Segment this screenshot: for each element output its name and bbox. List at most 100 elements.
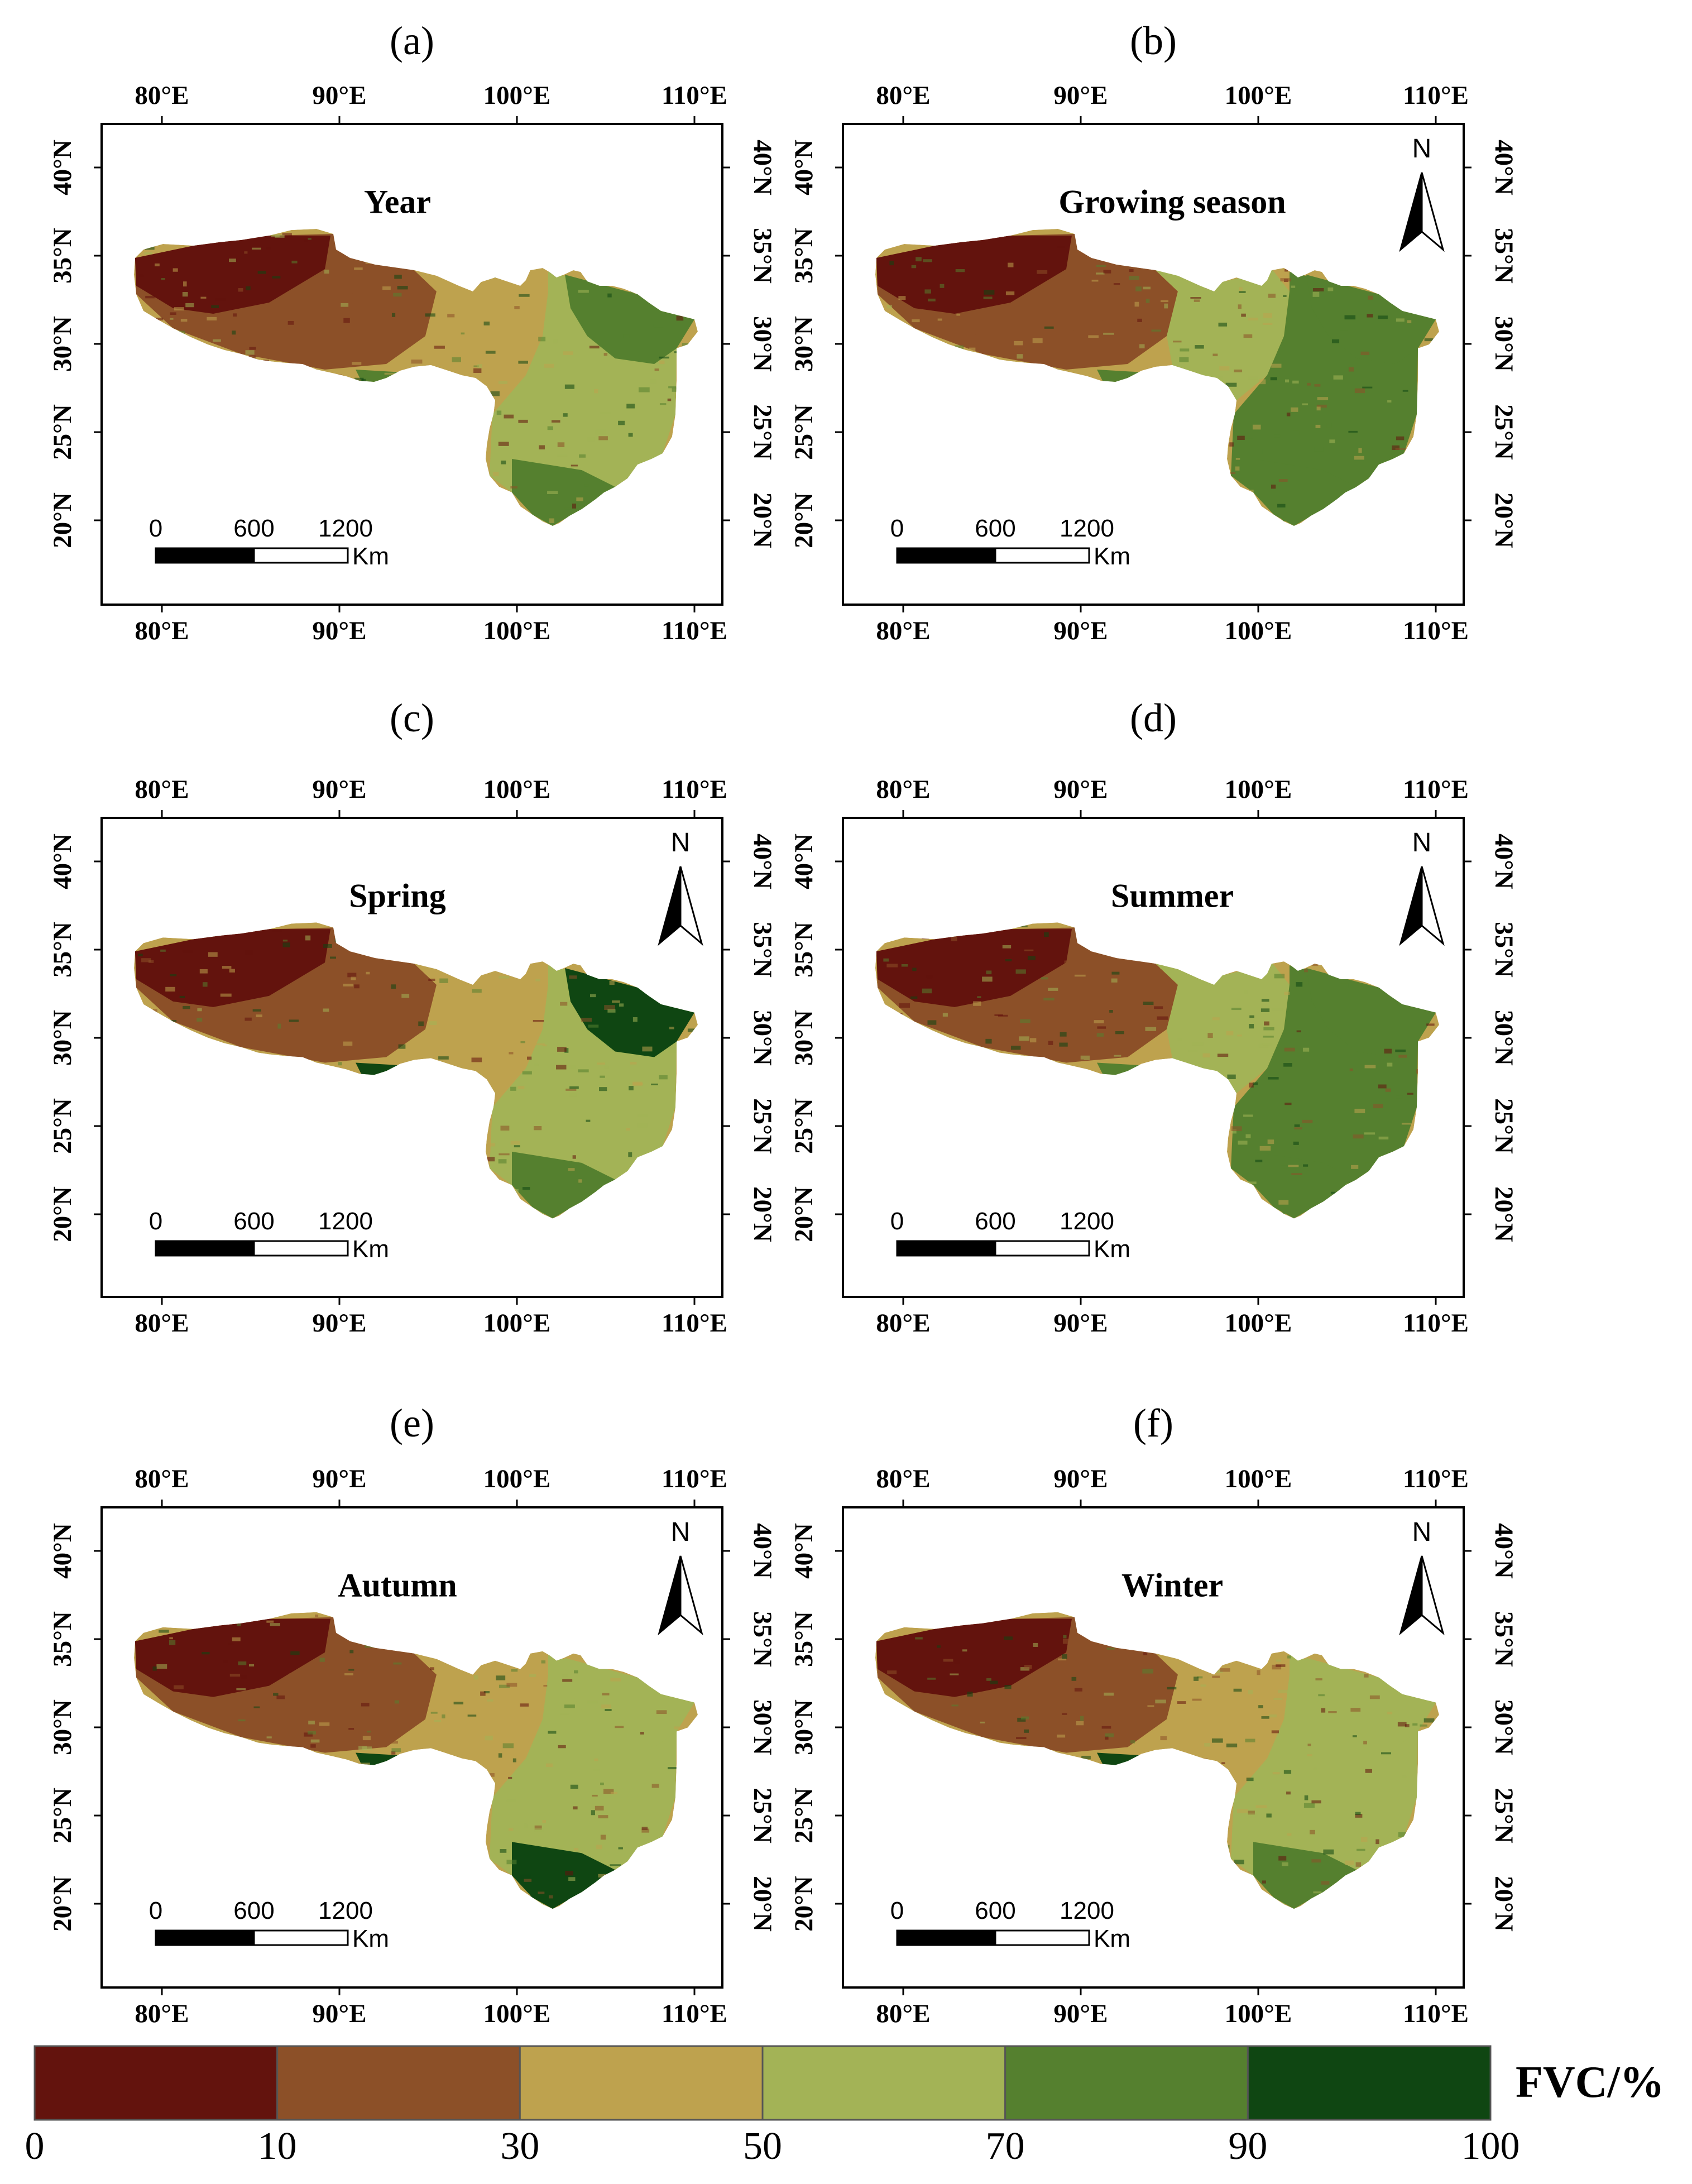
fvc-speckle [245,950,253,955]
fvc-speckle [1246,1778,1254,1781]
fvc-speckle [1268,1714,1277,1718]
fvc-speckle [667,282,673,286]
fvc-speckle [544,363,554,368]
fvc-speckle [159,1630,169,1633]
fvc-speckle [600,412,611,414]
fvc-speckle [1080,1172,1089,1175]
north-arrow-icon [1421,172,1445,252]
fvc-speckle [1287,1833,1292,1836]
fvc-speckle [667,464,677,468]
fvc-speckle [1234,241,1242,244]
fvc-speckle [1304,969,1308,973]
fvc-speckle [1354,1108,1365,1113]
fvc-speckle [1259,1749,1266,1752]
fvc-speckle [520,1703,529,1707]
fvc-speckle [1097,1026,1106,1029]
scale-bar-label: 600 [975,1208,1016,1235]
scale-bar-black [896,1240,996,1257]
fvc-speckle [510,486,517,488]
fvc-speckle [885,1701,891,1705]
fvc-speckle [1226,1031,1234,1036]
fvc-speckle [1043,407,1049,411]
fvc-speckle [684,1847,695,1849]
fvc-speckle [1044,326,1054,329]
fvc-speckle [357,1168,363,1174]
lat-label-left: 25°N [48,1098,77,1154]
fvc-speckle [1109,1010,1113,1013]
fvc-speckle [141,1738,147,1741]
fvc-speckle [308,1731,316,1735]
fvc-speckle [1259,379,1266,385]
fvc-speckle [239,444,248,446]
fvc-speckle [248,1664,255,1666]
fvc-speckle [442,1714,445,1718]
fvc-speckle [498,1753,502,1758]
fvc-speckle [995,1840,1003,1845]
fvc-speckle [237,1623,241,1626]
lat-label-left: 30°N [789,316,818,372]
fvc-speckle [578,1179,582,1183]
fvc-speckle [892,1168,899,1171]
fvc-speckle [474,473,478,479]
fvc-speckle [927,1020,937,1025]
fvc-speckle [305,935,311,941]
fvc-speckle [1422,481,1431,486]
fvc-speckle [541,1660,546,1664]
lat-label-left: 35°N [48,1611,77,1667]
fvc-speckle [564,1704,575,1708]
fvc-speckle [139,274,144,277]
fvc-speckle [258,1804,263,1807]
fvc-speckle [898,1013,903,1015]
fvc-speckle [1200,1684,1206,1687]
fvc-speckle [366,971,370,975]
fvc-speckle [682,343,692,347]
fvc-speckle [1384,1048,1392,1054]
fvc-speckle [677,477,686,480]
fvc-speckle [1024,1729,1029,1733]
scale-bar-white [994,1929,1090,1946]
fvc-speckle [236,1044,242,1048]
fvc-speckle [447,314,455,318]
fvc-speckle [1314,384,1321,387]
fvc-speckle [665,1149,674,1152]
fvc-speckle [1037,1096,1044,1100]
fvc-speckle [638,387,650,392]
fvc-speckle [1302,1047,1310,1052]
fvc-speckle [1273,1698,1283,1700]
fvc-speckle [1002,1780,1011,1784]
fvc-speckle [430,1667,434,1670]
fvc-speckle [1193,1145,1199,1148]
fvc-speckle [310,1679,319,1684]
fvc-speckle [880,1716,892,1720]
fvc-speckle [271,234,280,237]
fvc-speckle [273,1157,282,1161]
fvc-speckle [1150,525,1162,526]
fvc-speckle [228,1643,234,1645]
fvc-speckle [1048,988,1058,991]
fvc-speckle [259,483,270,488]
fvc-speckle [478,1835,484,1840]
fvc-speckle [283,1767,289,1769]
fvc-speckle [1129,269,1134,272]
fvc-speckle [991,1055,999,1060]
fvc-speckle [977,996,981,998]
fvc-speckle [1260,245,1268,248]
fvc-speckle [588,1024,599,1028]
fvc-speckle [584,1207,591,1213]
fvc-speckle [611,1000,620,1003]
fvc-speckle [1177,1701,1186,1704]
fvc-speckle [901,964,908,967]
fvc-speckle [272,930,282,932]
fvc-speckle [1193,1148,1201,1151]
fvc-speckle [1276,1664,1286,1667]
scale-bar-label: 1200 [318,1208,373,1235]
panel-label: (e) [390,1401,434,1445]
fvc-speckle [674,1726,679,1730]
fvc-speckle [1164,303,1168,309]
fvc-speckle [480,1691,486,1696]
fvc-speckle [659,356,669,359]
fvc-speckle [674,351,683,353]
fvc-speckle [621,1210,631,1215]
fvc-speckle [1212,1670,1223,1674]
lat-label-left: 20°N [48,1876,77,1932]
